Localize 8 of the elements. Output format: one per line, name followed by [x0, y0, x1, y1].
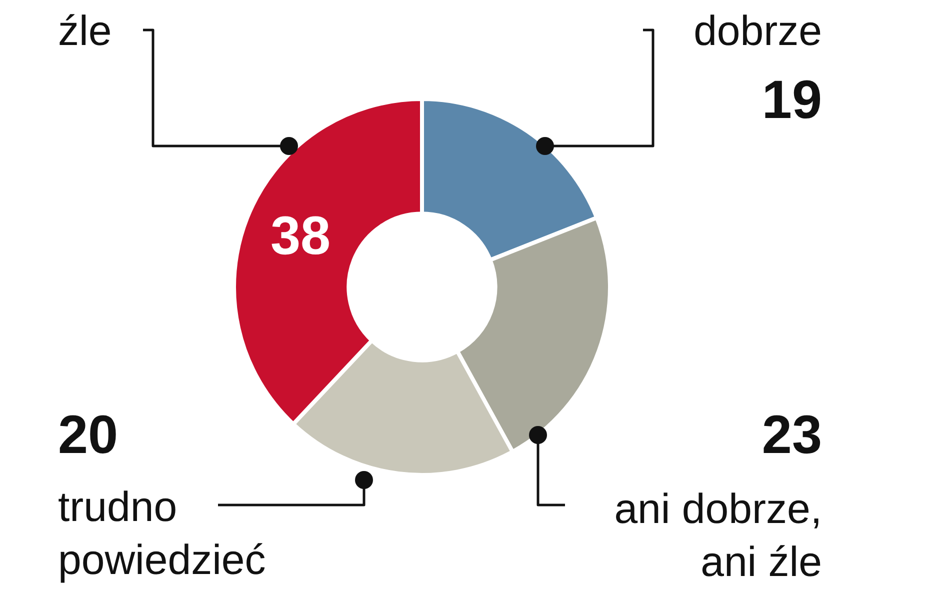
slice-label: ani dobrze, ani źle — [614, 485, 822, 585]
slice-label: dobrze — [694, 7, 822, 54]
slice-label: źle — [58, 7, 112, 54]
data-label: 38 — [270, 206, 331, 266]
data-label: 19 — [762, 70, 822, 130]
data-label: 20 — [58, 405, 118, 465]
slice-label: trudno powiedzieć — [58, 483, 266, 583]
data-label: 23 — [762, 405, 822, 465]
